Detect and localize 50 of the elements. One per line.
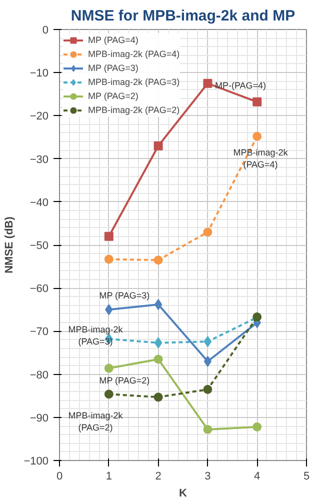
x-tick-label: 5: [303, 470, 310, 482]
point: [203, 384, 212, 394]
point: [154, 354, 163, 364]
point: [154, 337, 162, 348]
point: [252, 132, 262, 141]
point: [104, 364, 114, 373]
legend-label: MPB-imag-2k (PAG=2): [88, 104, 180, 117]
y-tick-label: −60: [30, 283, 49, 296]
x-tick-label: 1: [106, 470, 112, 482]
point: [203, 78, 212, 88]
y-tick-label: 0: [42, 24, 49, 36]
y-axis-title: NMSE (dB): [4, 216, 16, 274]
y-tick-label: −80: [30, 369, 49, 382]
legend-label: MPB-imag-2k (PAG=4): [88, 48, 180, 61]
annotation: MP-(PAG=4): [214, 80, 266, 90]
x-tick-label: 4: [254, 470, 260, 482]
point: [154, 256, 163, 265]
point: [203, 424, 212, 434]
y-tick-label: −100: [24, 456, 49, 468]
legend-label: MP (PAG=3): [88, 62, 138, 75]
y-tick-label: −70: [30, 326, 49, 338]
point: [154, 298, 162, 310]
y-tick-label: −90: [30, 412, 49, 424]
legend-label: MP (PAG=4): [88, 34, 138, 47]
point: [252, 422, 262, 432]
x-tick-label: 2: [155, 470, 162, 482]
legend-label: MPB-imag-2k (PAG=3): [88, 76, 180, 89]
annotation: MPB-imag-2k (PAG=2): [68, 410, 124, 432]
x-tick-label: 3: [204, 470, 211, 482]
point: [154, 392, 163, 402]
point: [154, 141, 163, 150]
point: [104, 232, 114, 241]
annotation: MP (PAG=3): [99, 290, 150, 300]
y-tick-label: −40: [30, 196, 49, 209]
annotation: MP (PAG=2): [99, 376, 150, 386]
point: [104, 390, 114, 399]
legend-label: MP (PAG=2): [88, 90, 138, 103]
annotation: MPB-imag-2k (PAG=4): [233, 148, 288, 170]
point: [252, 97, 262, 106]
y-tick-label: −50: [30, 240, 49, 252]
y-tick-label: −10: [30, 68, 49, 80]
y-tick-label: −30: [30, 154, 49, 166]
y-tick-label: −20: [30, 110, 49, 123]
point: [104, 254, 114, 264]
x-tick-label: 0: [56, 470, 63, 482]
chart-title: NMSE for MPB-imag-2k and MP: [70, 8, 296, 24]
point: [204, 356, 212, 367]
point: [203, 228, 212, 237]
x-axis-title: K: [179, 488, 188, 500]
point: [204, 336, 212, 348]
